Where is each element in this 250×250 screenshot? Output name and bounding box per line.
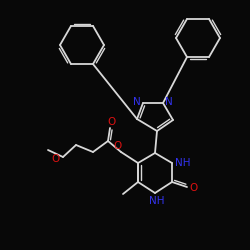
Text: O: O — [113, 141, 121, 151]
Text: N: N — [165, 97, 173, 107]
Text: NH: NH — [149, 196, 165, 206]
Text: O: O — [108, 117, 116, 127]
Text: O: O — [189, 183, 197, 193]
Text: NH: NH — [175, 158, 191, 168]
Text: O: O — [52, 154, 60, 164]
Text: N: N — [133, 97, 141, 107]
